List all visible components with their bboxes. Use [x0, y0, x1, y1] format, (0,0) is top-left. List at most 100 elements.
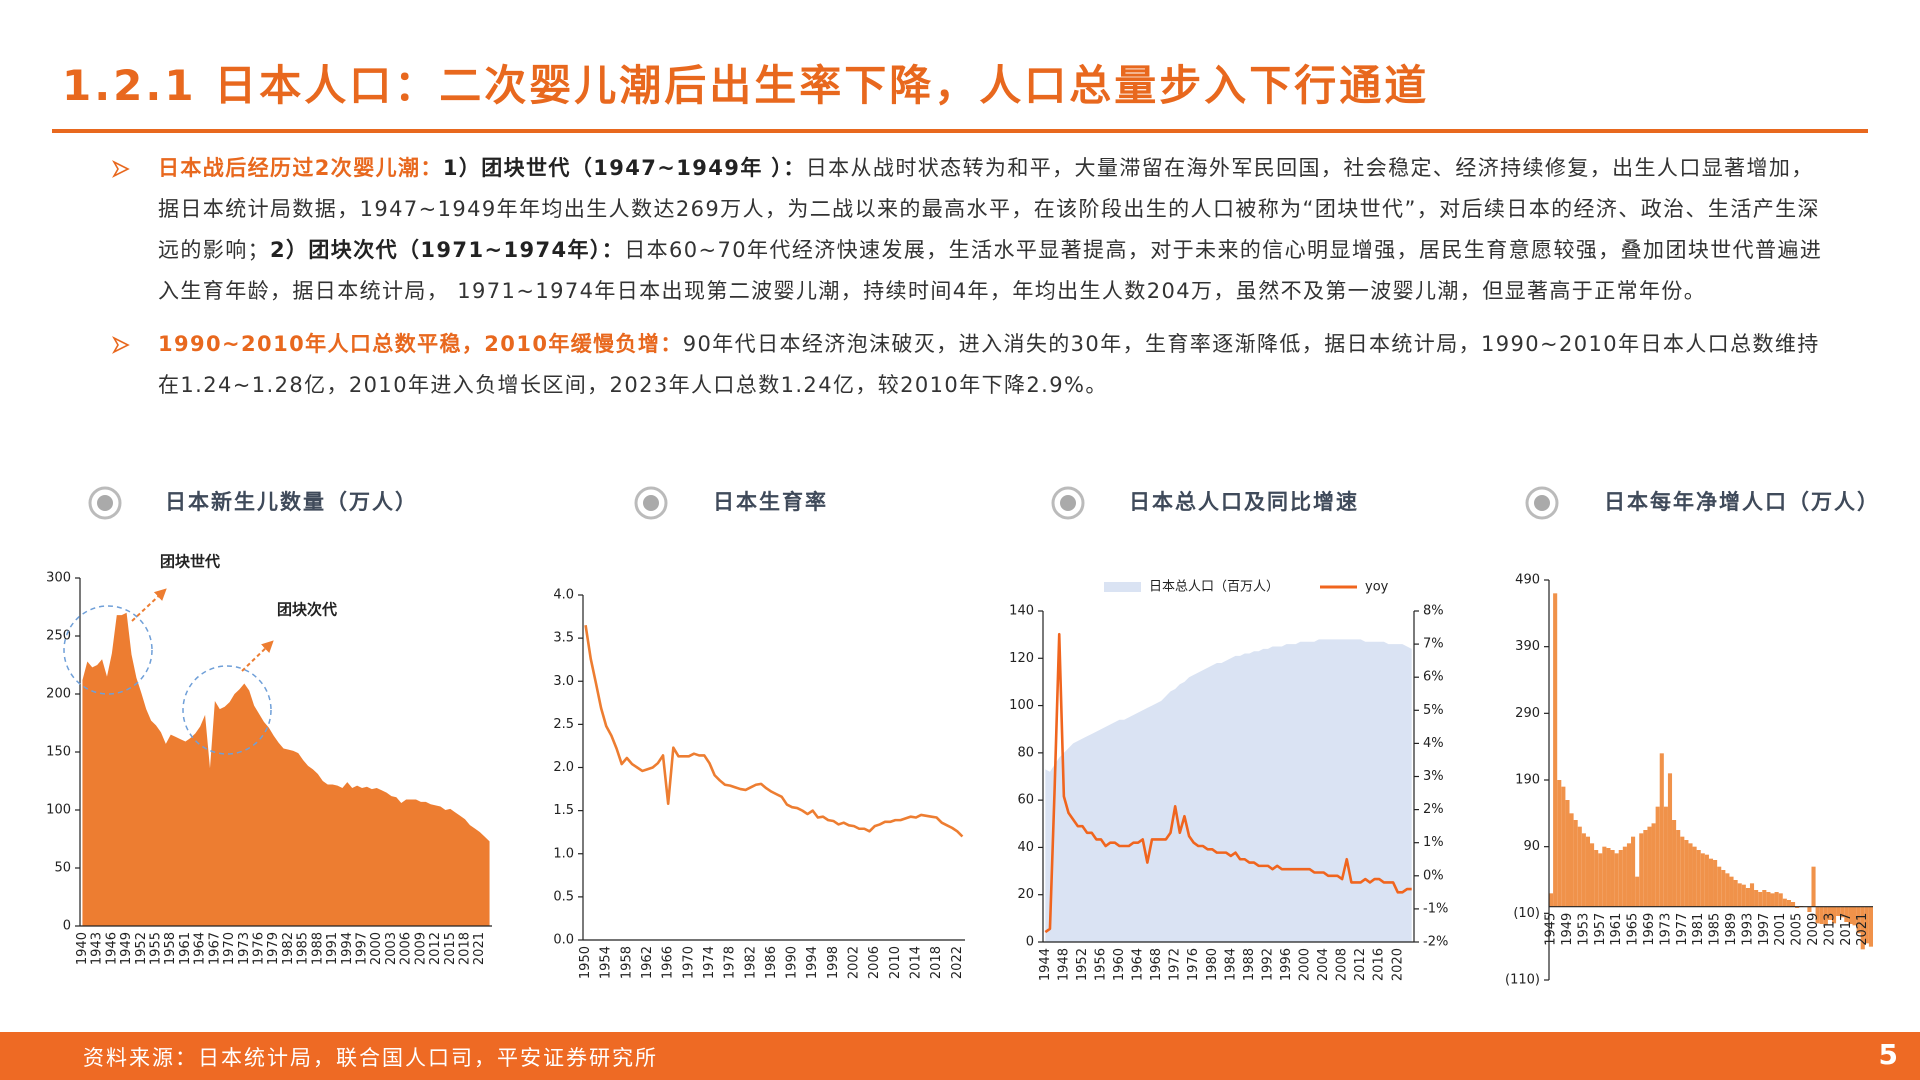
- y-tick-label: 60: [1017, 793, 1034, 808]
- y-tick-label: 100: [46, 803, 71, 818]
- x-tick-label: 1949: [119, 932, 134, 965]
- bar: [1573, 820, 1578, 907]
- annotation-arrow: [241, 640, 274, 672]
- annotation: 团块世代: [160, 553, 220, 571]
- y-tick-label: 40: [1017, 840, 1034, 855]
- x-tick-label: 1998: [826, 946, 841, 979]
- bar: [1672, 820, 1677, 907]
- y-tick-label: 290: [1515, 706, 1540, 721]
- bar: [1614, 853, 1619, 907]
- title-rule: [52, 129, 1868, 133]
- x-tick-label: 2000: [369, 932, 384, 965]
- x-tick-label: 2021: [1855, 913, 1870, 946]
- bar: [1827, 906, 1832, 920]
- x-tick-label: 2015: [443, 932, 458, 965]
- bar: [1622, 846, 1627, 907]
- y-tick-label: 1.0: [553, 846, 574, 861]
- x-tick-label: 1972: [1168, 948, 1183, 981]
- annotation-circle: [63, 605, 153, 695]
- x-tick-label: 1977: [1675, 913, 1690, 946]
- x-tick-label: 1961: [178, 932, 193, 965]
- x-tick-label: 1989: [1724, 913, 1739, 946]
- bar: [1782, 898, 1787, 907]
- legend-label: 日本总人口（百万人）: [1149, 580, 1279, 595]
- y2-tick-label: -1%: [1423, 901, 1448, 916]
- area: [1045, 639, 1412, 942]
- bullet-text: 90年代日本经济泡沫破灭，进入消失的30年，生育率逐渐降低，据日本统计局，199…: [158, 332, 1820, 397]
- footer: 资料来源：日本统计局，联合国人口司，平安证券研究所 5: [0, 1032, 1920, 1080]
- bar: [1565, 800, 1570, 907]
- y-tick-label: 0.0: [553, 933, 574, 948]
- bar: [1631, 836, 1636, 907]
- area: [82, 612, 490, 926]
- x-tick-label: 1953: [1576, 913, 1591, 946]
- x-tick-label: 1973: [237, 932, 252, 965]
- bar: [1717, 866, 1722, 907]
- y2-tick-label: -2%: [1423, 935, 1448, 950]
- bar: [1598, 853, 1603, 907]
- bullet: 日本战后经历过2次婴儿潮：1）团块世代（1947~1949年 ）：日本从战时状态…: [112, 148, 1832, 312]
- y-tick-label: 300: [46, 571, 71, 586]
- bar: [1594, 850, 1599, 907]
- y-tick-label: (110): [1505, 973, 1540, 988]
- y2-tick-label: 1%: [1423, 835, 1444, 850]
- y-tick-label: 140: [1009, 604, 1034, 619]
- bar: [1663, 806, 1668, 907]
- bar: [1749, 883, 1755, 907]
- y-tick-label: 80: [1017, 745, 1034, 760]
- x-tick-label: 1994: [805, 946, 820, 979]
- bar: [1557, 780, 1562, 907]
- bar: [1778, 893, 1783, 907]
- x-tick-label: 2009: [1806, 913, 1821, 946]
- y-tick-label: 3.0: [553, 674, 574, 689]
- x-tick-label: 2010: [888, 946, 903, 979]
- x-tick-label: 1994: [340, 932, 355, 965]
- bar: [1745, 888, 1750, 907]
- chart-title: 日本生育率: [713, 490, 828, 514]
- x-tick-label: 1997: [355, 932, 370, 965]
- bar: [1696, 850, 1701, 907]
- bullet-lead: 日本战后经历过2次婴儿潮：: [158, 156, 443, 180]
- bar: [1811, 866, 1816, 907]
- bar: [1786, 900, 1791, 907]
- bar: [1680, 836, 1685, 907]
- bar: [1610, 850, 1615, 907]
- line: [584, 624, 964, 838]
- bar: [1864, 906, 1869, 944]
- bullet-lead: 1990~2010年人口总数平稳，2010年缓慢负增：: [158, 332, 683, 356]
- x-tick-label: 1993: [1740, 913, 1755, 946]
- x-tick-label: 2018: [929, 946, 944, 979]
- bullet-list: 日本战后经历过2次婴儿潮：1）团块世代（1947~1949年 ）：日本从战时状态…: [112, 148, 1832, 418]
- bar: [1758, 892, 1763, 907]
- y2-tick-label: 5%: [1423, 703, 1444, 718]
- x-tick-label: 2005: [1790, 913, 1805, 946]
- bar: [1626, 843, 1632, 907]
- x-tick-label: 1950: [578, 946, 593, 979]
- bar: [1659, 753, 1664, 907]
- line: [1044, 632, 1412, 934]
- chart-title: 日本新生儿数量（万人）: [165, 490, 418, 514]
- bar: [1831, 906, 1837, 924]
- bar: [1688, 843, 1693, 907]
- bar: [1667, 773, 1673, 907]
- x-tick-label: 2000: [1298, 948, 1313, 981]
- bar: [1635, 876, 1640, 907]
- y-tick-label: 4.0: [553, 588, 574, 603]
- bar: [1577, 826, 1582, 907]
- bar: [1643, 830, 1648, 907]
- bar: [1856, 906, 1861, 934]
- page-number: 5: [1878, 1038, 1898, 1071]
- annotation: 团块次代: [277, 601, 337, 619]
- y-tick-label: 490: [1515, 573, 1540, 588]
- x-tick-label: 2009: [413, 932, 428, 965]
- bullet-text: 日本60~70年代经济快速发展，生活水平显著提高，对于未来的信心明显增强，居民生…: [158, 238, 1823, 303]
- y-tick-label: 200: [46, 687, 71, 702]
- x-tick-label: 1960: [1112, 948, 1127, 981]
- x-tick-label: 2022: [950, 946, 965, 979]
- x-tick-label: 2003: [384, 932, 399, 965]
- x-tick-label: 1952: [1075, 948, 1090, 981]
- x-tick-label: 1944: [1038, 948, 1053, 981]
- x-tick-label: 1990: [785, 946, 800, 979]
